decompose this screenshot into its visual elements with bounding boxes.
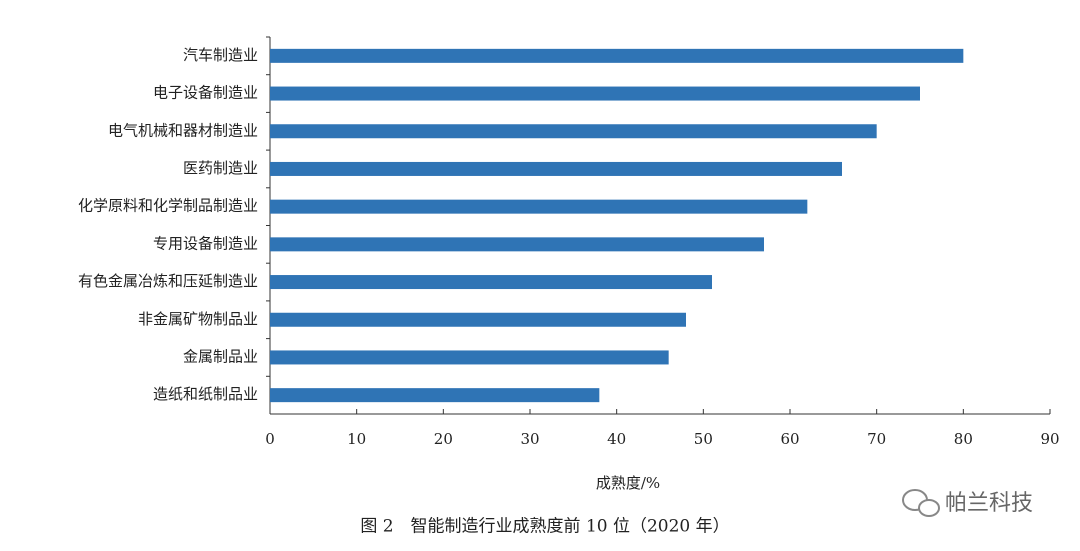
y-tick-label: 专用设备制造业: [153, 234, 258, 252]
y-tick-label: 非金属矿物制品业: [138, 310, 258, 328]
x-tick-label: 90: [1040, 430, 1059, 448]
bar: [270, 199, 808, 214]
y-tick-label: 电子设备制造业: [153, 84, 258, 102]
y-tick-label: 有色金属冶炼和压延制造业: [78, 272, 258, 290]
bar: [270, 275, 712, 290]
x-tick-label: 60: [780, 430, 799, 448]
x-tick-label: 40: [607, 430, 626, 448]
bar: [270, 312, 686, 327]
x-tick-label: 20: [434, 430, 453, 448]
y-tick-label: 汽车制造业: [183, 46, 258, 64]
bar: [270, 237, 764, 252]
x-tick-label: 50: [694, 430, 713, 448]
y-tick-label: 医药制造业: [183, 159, 258, 177]
y-tick-label: 化学原料和化学制品制造业: [78, 197, 258, 215]
y-tick-label: 电气机械和器材制造业: [108, 121, 258, 139]
y-tick-label: 造纸和纸制品业: [153, 385, 258, 403]
bar: [270, 161, 842, 176]
x-tick-label: 70: [867, 430, 886, 448]
bar: [270, 388, 600, 403]
bar: [270, 124, 877, 139]
watermark-icon: [902, 489, 940, 517]
x-tick-label: 10: [347, 430, 366, 448]
bar: [270, 350, 669, 365]
bar: [270, 86, 920, 101]
x-tick-label: 30: [520, 430, 539, 448]
y-tick-label: 金属制品业: [183, 347, 258, 365]
caption: 图 2 智能制造行业成熟度前 10 位（2020 年）: [360, 516, 729, 537]
x-tick-label: 0: [265, 430, 275, 448]
x-tick-label: 80: [954, 430, 973, 448]
x-axis-label: 成熟度/%: [596, 474, 660, 492]
watermark: 帕兰科技: [945, 491, 1033, 516]
bar: [270, 48, 964, 63]
